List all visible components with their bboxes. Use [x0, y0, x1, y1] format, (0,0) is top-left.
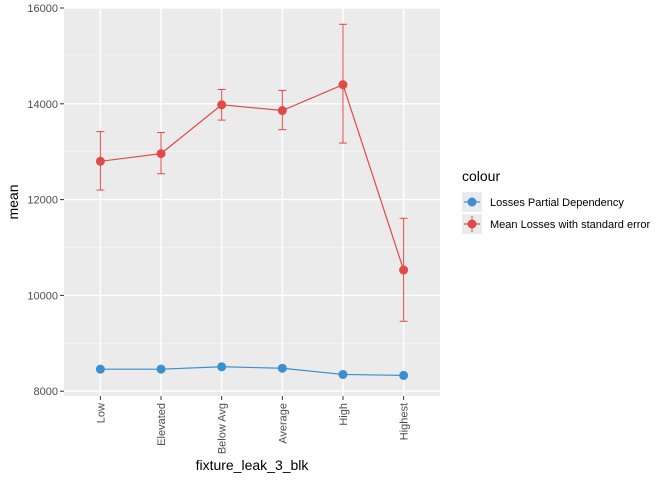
data-point	[95, 156, 105, 166]
data-point	[217, 362, 227, 372]
x-tick-label: Below Avg	[217, 403, 229, 454]
x-axis: Low Elevated Below Avg Average High Highest	[95, 396, 411, 454]
data-point	[338, 369, 348, 379]
legend: colour Losses Partial Dependency Mean Lo…	[462, 168, 651, 234]
y-tick-label: 14000	[27, 99, 58, 111]
legend-key-marker	[467, 197, 477, 207]
data-point	[399, 265, 409, 275]
data-point	[156, 364, 166, 374]
series-line	[100, 83, 405, 271]
y-tick-label: 12000	[27, 195, 58, 207]
x-tick-label: Low	[95, 403, 107, 423]
series-0	[95, 362, 409, 380]
data-point	[277, 363, 287, 373]
data-point	[338, 80, 348, 90]
grid-minor	[64, 55, 440, 344]
y-axis: 8000 10000 12000 14000 16000	[27, 3, 64, 398]
data-point	[277, 106, 287, 116]
y-tick-label: 16000	[27, 3, 58, 15]
x-tick-label: High	[338, 403, 350, 426]
y-tick-label: 8000	[34, 386, 58, 398]
data-point	[156, 149, 166, 159]
series-line	[100, 366, 404, 377]
legend-item-mean-losses: Mean Losses with standard error	[462, 214, 651, 234]
legend-label: Losses Partial Dependency	[490, 197, 624, 209]
plot-panel	[64, 8, 440, 396]
series-1	[95, 23, 409, 322]
data-point	[399, 370, 409, 380]
x-axis-title: fixture_leak_3_blk	[196, 457, 310, 473]
data-point	[95, 364, 105, 374]
legend-key-marker	[467, 219, 477, 229]
data-point	[217, 100, 227, 110]
x-tick-label: Elevated	[156, 403, 168, 446]
series-layer	[95, 23, 409, 380]
legend-item-partial-dependency: Losses Partial Dependency	[462, 192, 624, 212]
legend-label: Mean Losses with standard error	[490, 219, 651, 231]
y-tick-label: 10000	[27, 290, 58, 302]
x-tick-label: Average	[277, 403, 289, 444]
grid-major	[64, 7, 440, 396]
x-tick-label: Highest	[399, 403, 411, 440]
y-axis-title: mean	[5, 184, 21, 219]
legend-title: colour	[462, 168, 500, 184]
